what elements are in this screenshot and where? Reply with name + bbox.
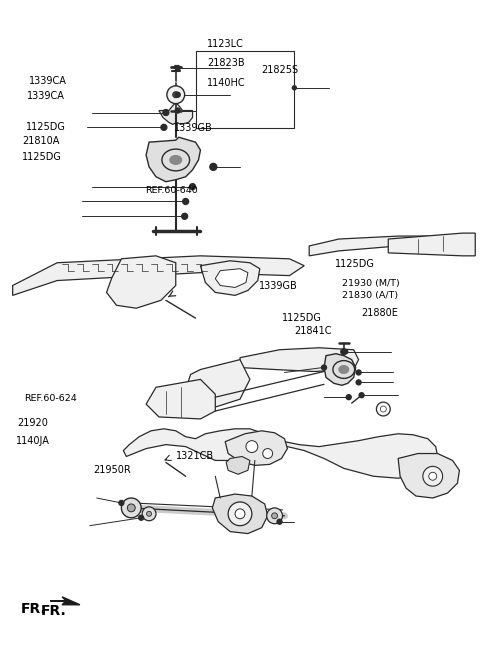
Text: 1125DG: 1125DG xyxy=(282,313,322,323)
Circle shape xyxy=(119,500,124,506)
Polygon shape xyxy=(388,233,475,256)
Circle shape xyxy=(121,498,141,517)
Ellipse shape xyxy=(339,365,349,373)
Polygon shape xyxy=(225,431,288,466)
Circle shape xyxy=(344,350,348,354)
Text: 1140JA: 1140JA xyxy=(16,436,50,446)
Circle shape xyxy=(341,348,347,354)
Text: REF.60-624: REF.60-624 xyxy=(24,394,77,403)
Circle shape xyxy=(167,86,185,103)
Circle shape xyxy=(246,441,258,453)
Text: REF.60-640: REF.60-640 xyxy=(145,186,198,195)
Polygon shape xyxy=(309,236,468,256)
Polygon shape xyxy=(123,429,438,478)
Text: 21841C: 21841C xyxy=(295,326,332,337)
Text: FR.: FR. xyxy=(21,602,47,616)
Polygon shape xyxy=(212,494,268,534)
Text: 21830 (A/T): 21830 (A/T) xyxy=(342,291,398,300)
Text: 21920: 21920 xyxy=(17,419,48,428)
Circle shape xyxy=(146,512,152,516)
Circle shape xyxy=(173,92,179,98)
Circle shape xyxy=(423,466,443,486)
Text: 1339CA: 1339CA xyxy=(29,77,67,86)
Circle shape xyxy=(376,402,390,416)
Circle shape xyxy=(322,365,326,370)
Polygon shape xyxy=(226,457,250,474)
Circle shape xyxy=(267,508,283,524)
Text: 21825S: 21825S xyxy=(261,65,299,75)
Circle shape xyxy=(356,380,361,385)
Circle shape xyxy=(235,509,245,519)
Circle shape xyxy=(210,163,217,170)
Circle shape xyxy=(359,393,364,398)
Circle shape xyxy=(175,108,180,113)
Polygon shape xyxy=(146,138,201,181)
Text: 21810A: 21810A xyxy=(22,136,59,146)
Text: 1339CA: 1339CA xyxy=(26,91,64,101)
Circle shape xyxy=(277,519,282,524)
Polygon shape xyxy=(159,103,192,124)
Text: 1140HC: 1140HC xyxy=(207,78,245,88)
Circle shape xyxy=(190,183,195,189)
Polygon shape xyxy=(240,348,359,371)
Text: 1125DG: 1125DG xyxy=(22,151,61,162)
Polygon shape xyxy=(398,453,459,498)
Text: 1339GB: 1339GB xyxy=(259,281,298,291)
Text: 21823B: 21823B xyxy=(207,58,244,68)
Circle shape xyxy=(183,198,189,204)
Text: FR.: FR. xyxy=(40,604,66,618)
Circle shape xyxy=(356,370,361,375)
Polygon shape xyxy=(201,261,260,295)
Circle shape xyxy=(139,515,144,520)
Circle shape xyxy=(175,66,180,71)
Polygon shape xyxy=(107,256,176,309)
Text: 1125DG: 1125DG xyxy=(25,122,65,132)
Text: 21930 (M/T): 21930 (M/T) xyxy=(342,279,400,288)
Text: 1339GB: 1339GB xyxy=(174,123,212,133)
Polygon shape xyxy=(12,256,304,295)
Circle shape xyxy=(175,92,180,97)
Text: 21950R: 21950R xyxy=(93,465,131,475)
Circle shape xyxy=(161,124,167,130)
Polygon shape xyxy=(324,354,356,385)
Circle shape xyxy=(292,86,296,90)
Circle shape xyxy=(182,214,188,219)
Circle shape xyxy=(263,449,273,458)
Polygon shape xyxy=(50,597,80,605)
Circle shape xyxy=(142,507,156,521)
Circle shape xyxy=(174,66,177,69)
Polygon shape xyxy=(216,269,248,288)
Text: 1125DG: 1125DG xyxy=(335,259,375,269)
Circle shape xyxy=(272,513,277,519)
Circle shape xyxy=(429,472,437,480)
Circle shape xyxy=(127,504,135,512)
Text: 21880E: 21880E xyxy=(361,309,398,318)
Text: 1321CB: 1321CB xyxy=(176,451,214,460)
Ellipse shape xyxy=(170,155,182,164)
Circle shape xyxy=(228,502,252,526)
Circle shape xyxy=(380,406,386,412)
Circle shape xyxy=(346,395,351,400)
Bar xyxy=(195,51,294,128)
Polygon shape xyxy=(186,360,250,407)
Circle shape xyxy=(163,109,169,115)
Polygon shape xyxy=(146,379,216,419)
Text: 1123LC: 1123LC xyxy=(207,39,244,49)
